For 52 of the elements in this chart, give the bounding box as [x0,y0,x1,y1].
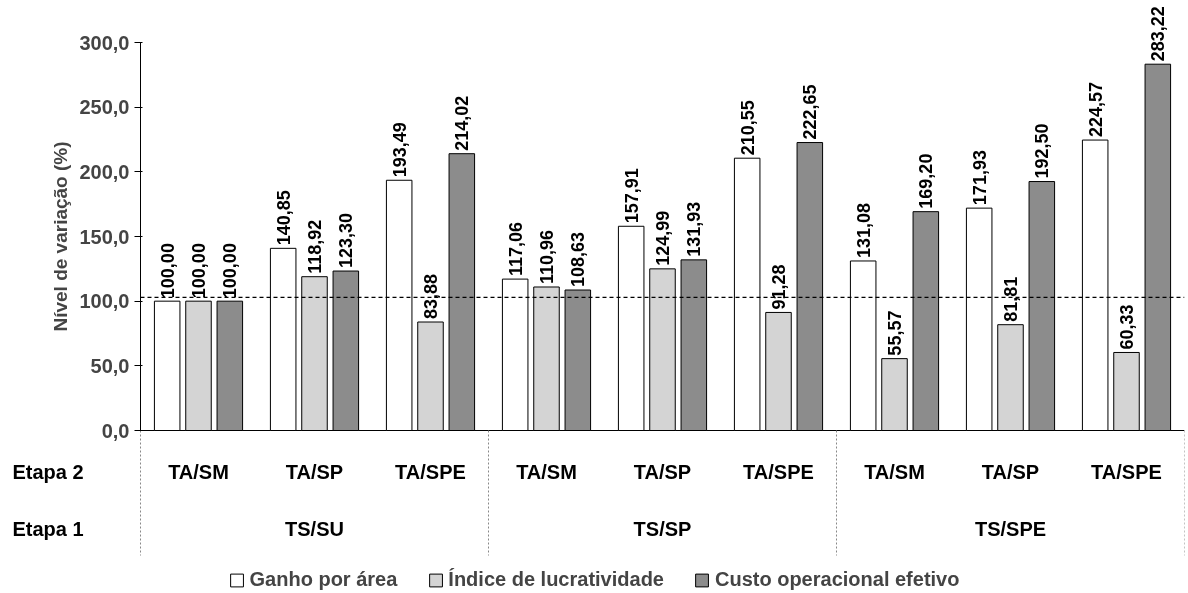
data-label: 83,88 [421,273,441,320]
data-label: 100,00 [157,243,178,299]
data-label: 117,06 [505,222,526,277]
y-tick-label: 100,0 [79,290,130,313]
data-label: 124,99 [653,210,673,266]
legend-label: Índice de lucratividade [448,568,664,591]
x-tick-label: TA/SP [981,460,1040,483]
x-tick-label: TA/SP [633,460,692,483]
y-tick-label: 200,0 [79,160,130,183]
x-tick-label: TA/SP [285,460,344,483]
legend-label: Ganho por área [249,568,398,591]
x-tick-label: TA/SM [168,460,229,483]
x-tick-label: TA/SM [516,460,577,483]
y-tick-label: 250,0 [79,96,130,119]
data-label: 100,00 [220,243,241,299]
data-label: 55,57 [885,310,905,356]
data-label: 210,55 [737,100,758,156]
data-label: 131,93 [684,201,705,257]
data-label: 123,30 [336,212,357,269]
data-label: 140,85 [273,190,294,246]
x-tick-label: TA/SPE [743,460,814,483]
data-label: 222,65 [800,84,821,140]
y-tick-label: 0,0 [101,419,130,442]
x-tick-label: TA/SM [864,460,925,483]
data-label: 118,92 [305,219,325,274]
data-label: 91,28 [769,264,789,310]
y-tick-label: 50,0 [90,354,130,377]
text: Etapa 1 [12,517,84,540]
data-label: 193,49 [389,122,410,178]
data-label: 157,91 [621,168,642,224]
data-label: 224,57 [1085,81,1106,138]
data-label: 214,02 [452,95,473,151]
data-label: 192,50 [1032,123,1053,179]
data-label: 169,20 [916,153,937,209]
legend-label: Custo operacional efetivo [714,568,960,591]
data-label: 100,00 [189,243,209,299]
text: TS/SP [633,517,692,540]
data-label: 171,93 [969,150,990,206]
y-tick-label: 300,0 [79,31,130,54]
data-label: 131,08 [853,202,874,258]
text: TS/SU [285,517,344,540]
x-tick-label: TA/SPE [1091,460,1162,483]
text: Etapa 2 [12,460,84,483]
data-label: 283,22 [1148,6,1169,62]
text: TS/SPE [974,517,1047,540]
y-tick-label: 150,0 [79,225,130,248]
data-label: 60,33 [1117,304,1137,350]
data-label: 110,96 [537,229,557,284]
data-label: 81,81 [1001,276,1021,322]
data-label: 108,63 [568,231,589,288]
y-axis-title: Nível de variação (%) [50,141,72,332]
x-tick-label: TA/SPE [395,460,466,483]
